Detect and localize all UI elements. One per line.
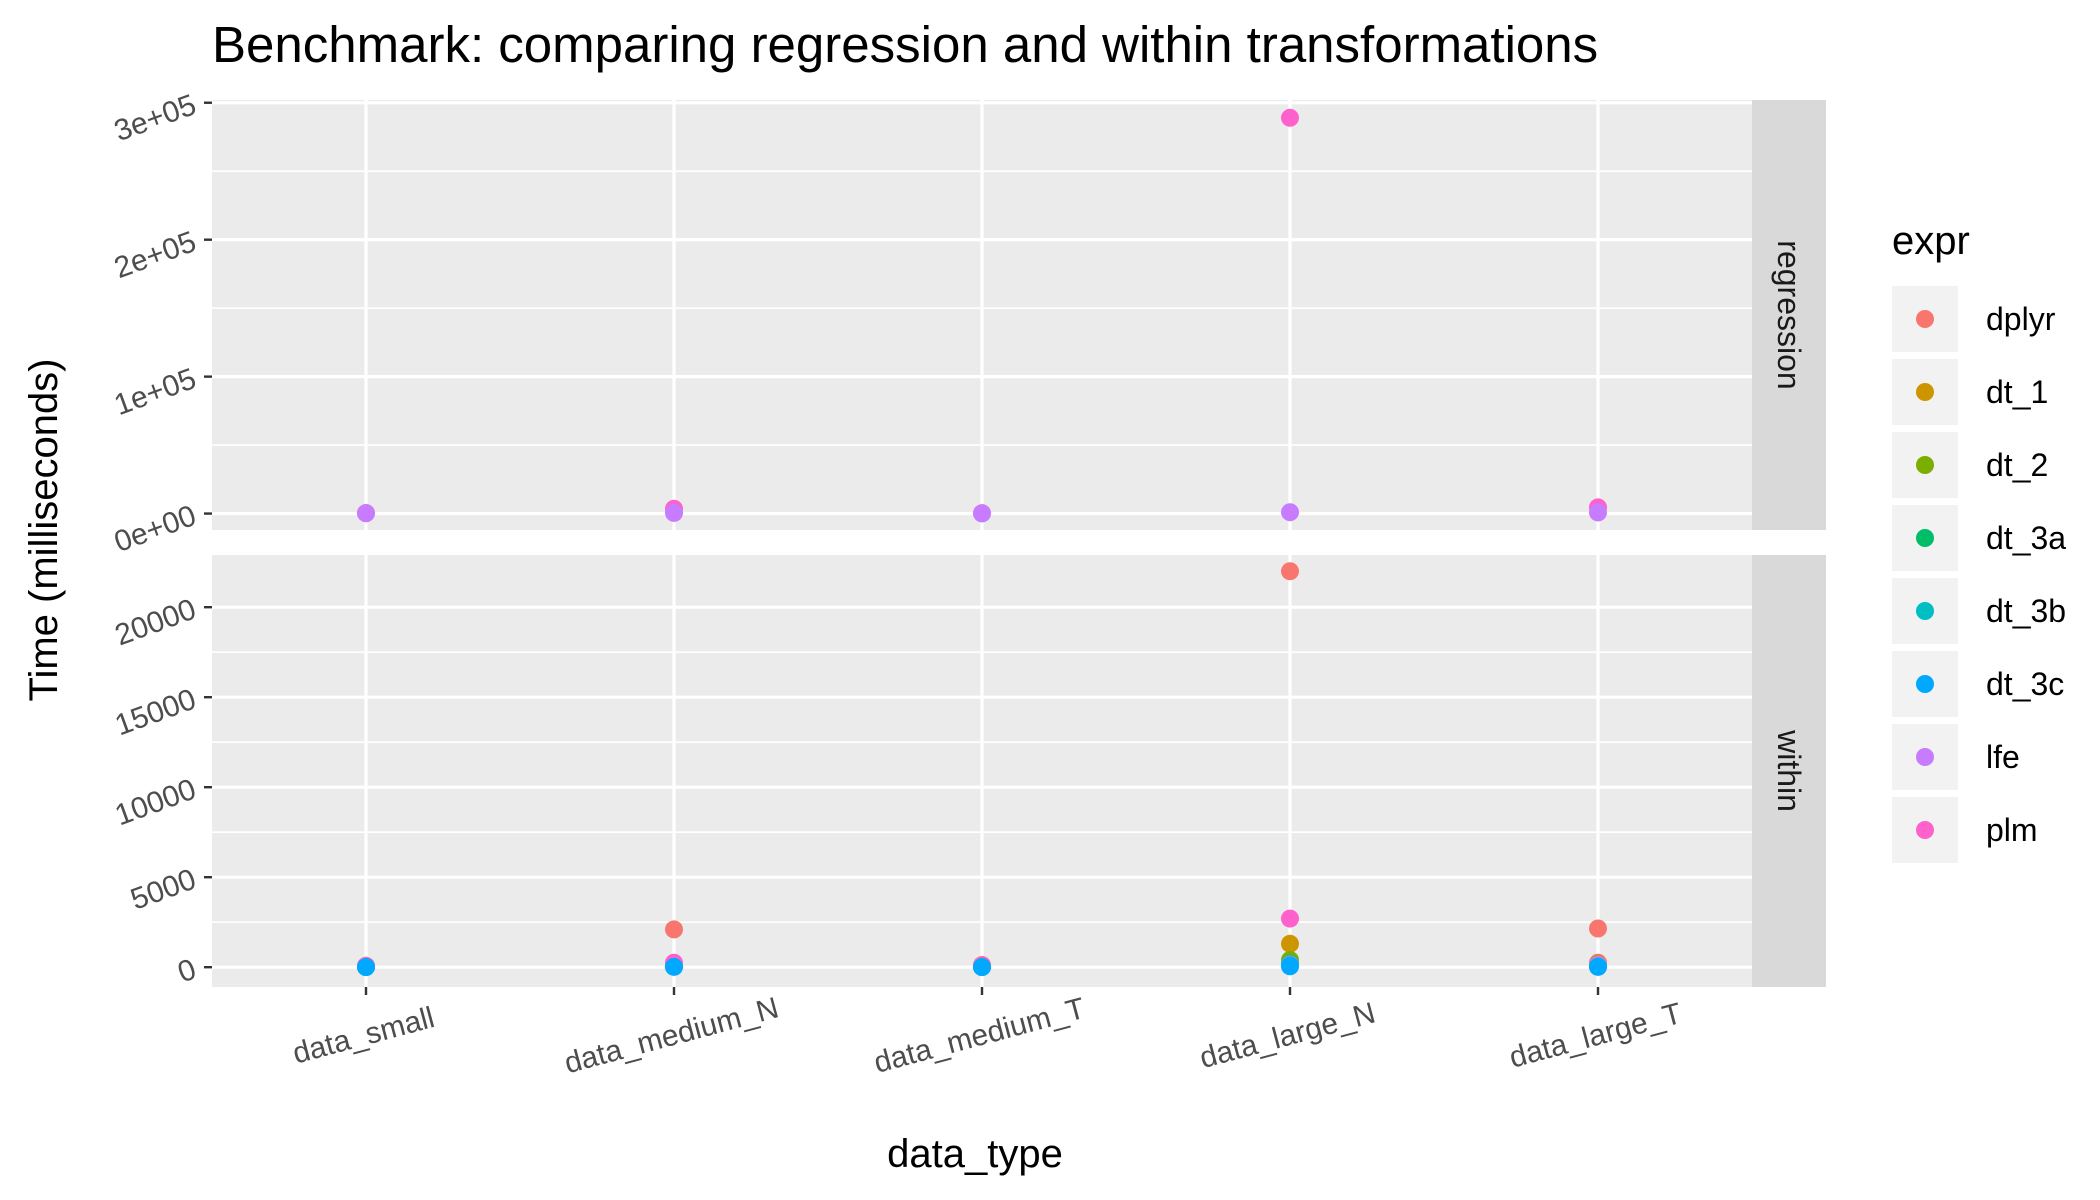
legend-item-plm: plm bbox=[1892, 797, 2038, 863]
y-tick-label: 2e+05 bbox=[110, 225, 200, 285]
data-point-dplyr bbox=[1589, 919, 1607, 938]
legend-point bbox=[1916, 456, 1934, 474]
legend-point bbox=[1916, 748, 1934, 766]
legend-item-dt_2: dt_2 bbox=[1892, 432, 2048, 498]
data-point-plm bbox=[1281, 108, 1299, 127]
chart-title: Benchmark: comparing regression and with… bbox=[212, 16, 1598, 73]
legend-label: plm bbox=[1986, 812, 2038, 848]
legend-point bbox=[1916, 529, 1934, 547]
y-tick-label: 10000 bbox=[111, 773, 201, 833]
legend-label: dt_3c bbox=[1986, 666, 2064, 702]
data-point-dt_3c bbox=[973, 958, 991, 977]
legend-label: dplyr bbox=[1986, 301, 2056, 337]
legend-label: dt_3b bbox=[1986, 593, 2066, 629]
facet-strip-label: within bbox=[1771, 729, 1807, 812]
y-tick-label: 1e+05 bbox=[110, 362, 200, 422]
y-tick-label: 3e+05 bbox=[110, 88, 200, 148]
data-point-lfe bbox=[1281, 503, 1299, 522]
data-point-lfe bbox=[665, 503, 683, 522]
x-tick-label: data_large_N bbox=[1196, 997, 1379, 1075]
facet-strip bbox=[1752, 100, 1826, 530]
panel-within: 0 5000 10000 15000 20000 within bbox=[111, 555, 1826, 989]
facet-strip bbox=[1752, 555, 1826, 987]
legend-title: expr bbox=[1892, 219, 1970, 263]
data-point-dplyr bbox=[665, 920, 683, 939]
y-tick-label: 0e+00 bbox=[110, 499, 200, 559]
legend-point bbox=[1916, 821, 1934, 839]
legend-item-lfe: lfe bbox=[1892, 724, 2020, 790]
x-tick-label: data_medium_T bbox=[871, 992, 1089, 1080]
data-point-plm bbox=[1281, 909, 1299, 928]
data-point-lfe bbox=[1589, 503, 1607, 522]
y-tick-label: 20000 bbox=[111, 593, 201, 653]
x-tick-labels: data_small data_medium_N data_medium_T data… bbox=[289, 987, 1685, 1080]
data-point-dplyr bbox=[1281, 562, 1299, 581]
data-point-dt_1 bbox=[1281, 934, 1299, 953]
panel-regression: 0e+00 1e+05 2e+05 3e+05 regression bbox=[110, 88, 1826, 559]
legend-item-dt_1: dt_1 bbox=[1892, 359, 2048, 425]
data-point-lfe bbox=[973, 504, 991, 523]
x-tick-label: data_medium_N bbox=[561, 991, 782, 1080]
y-tick-label: 0 bbox=[173, 953, 200, 990]
data-point-dt_3c bbox=[1589, 957, 1607, 976]
legend-item-dt_3c: dt_3c bbox=[1892, 651, 2064, 717]
legend-label: lfe bbox=[1986, 739, 2020, 775]
facet-panels: 0e+00 1e+05 2e+05 3e+05 regression 0 5000 10000… bbox=[110, 88, 1826, 989]
legend-point bbox=[1916, 310, 1934, 328]
legend-label: dt_3a bbox=[1986, 520, 2066, 556]
x-axis-title: data_type bbox=[887, 1132, 1063, 1176]
legend-label: dt_1 bbox=[1986, 374, 2048, 410]
legend-item-dplyr: dplyr bbox=[1892, 286, 2056, 352]
y-tick-label: 5000 bbox=[126, 863, 200, 917]
x-tick-label: data_small bbox=[289, 1001, 438, 1070]
data-point-lfe bbox=[357, 504, 375, 523]
legend-point bbox=[1916, 602, 1934, 620]
data-point-dt_3c bbox=[357, 958, 375, 977]
facet-strip-label: regression bbox=[1771, 240, 1807, 389]
legend-point bbox=[1916, 383, 1934, 401]
legend-item-dt_3a: dt_3a bbox=[1892, 505, 2066, 571]
data-point-dt_3c bbox=[1281, 957, 1299, 976]
data-point-dt_3c bbox=[665, 957, 683, 976]
legend-item-dt_3b: dt_3b bbox=[1892, 578, 2066, 644]
x-tick-label: data_large_T bbox=[1506, 997, 1685, 1075]
legend-label: dt_2 bbox=[1986, 447, 2048, 483]
legend-point bbox=[1916, 675, 1934, 693]
y-tick-label: 15000 bbox=[111, 683, 201, 743]
y-axis-title: Time (milliseconds) bbox=[22, 358, 66, 701]
